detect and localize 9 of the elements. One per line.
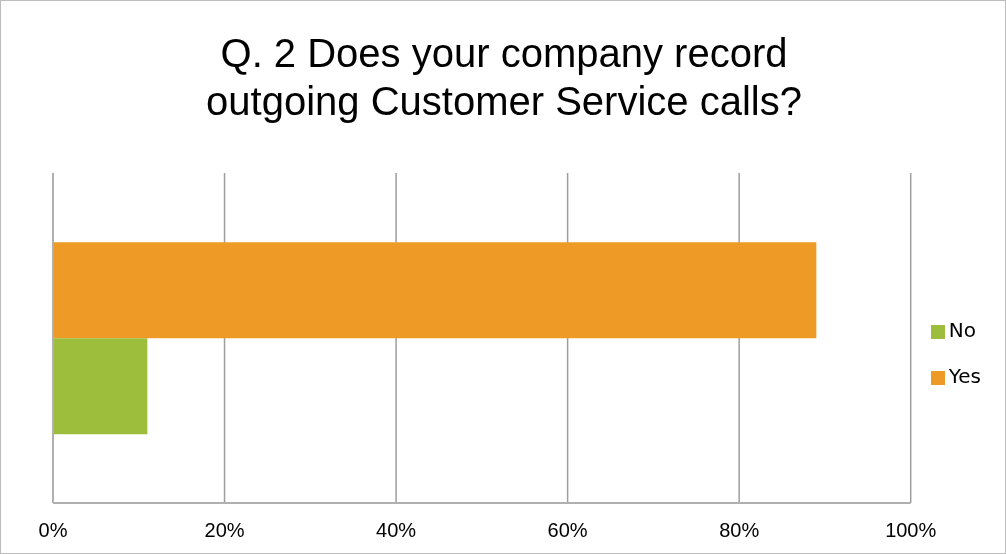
x-tick-label: 0% — [38, 519, 68, 542]
legend-label: Yes — [948, 364, 981, 388]
legend-label: No — [948, 318, 976, 342]
x-tick-label: 80% — [719, 519, 760, 542]
x-tick-label: 100% — [885, 519, 937, 542]
x-tick-label: 20% — [204, 519, 245, 542]
chart-title: Q. 2 Does your company record outgoing Customer Service calls? — [205, 30, 803, 125]
x-tick-label: 60% — [547, 519, 588, 542]
x-tick-label: 40% — [376, 519, 417, 542]
